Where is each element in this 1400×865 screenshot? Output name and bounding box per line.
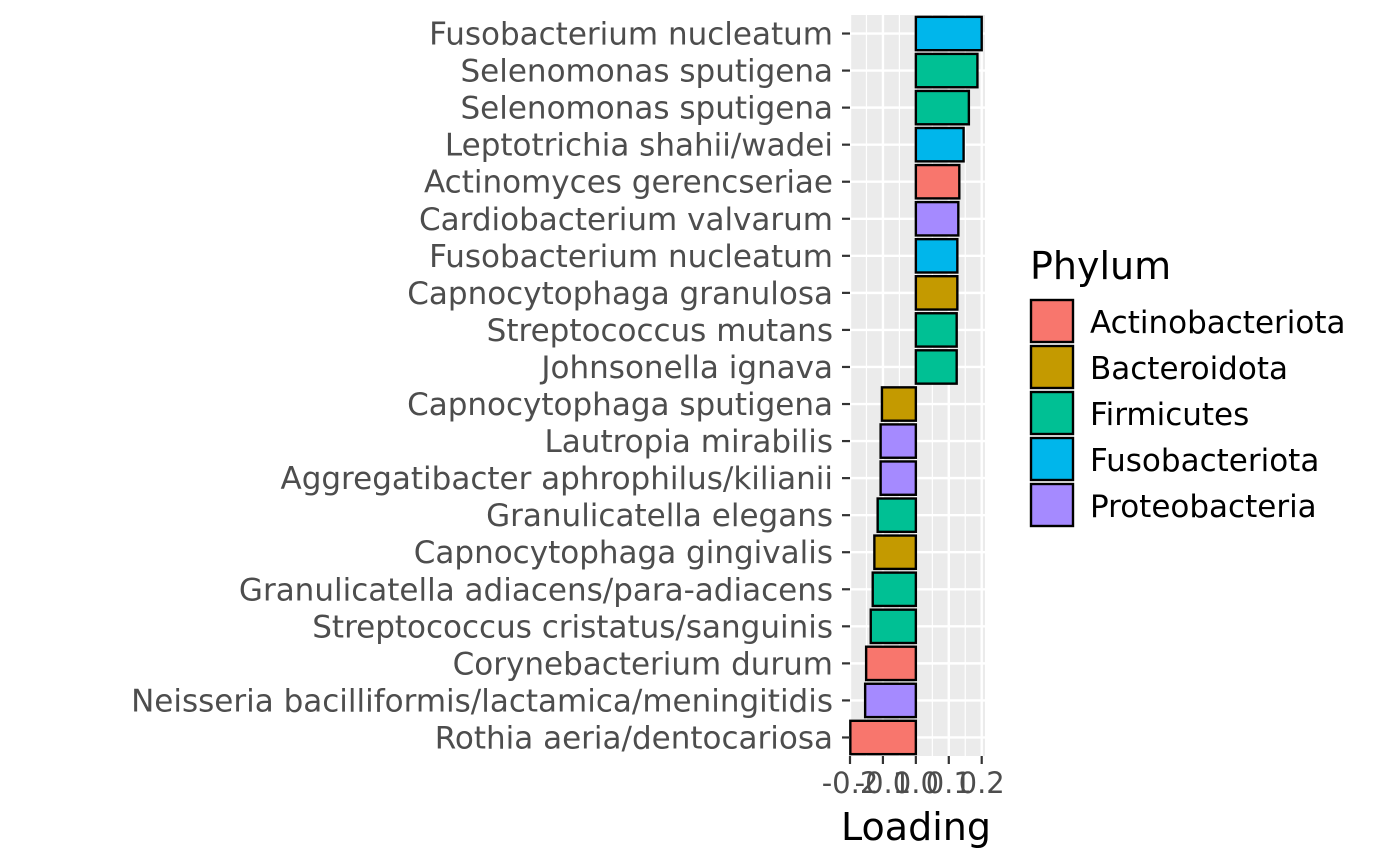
bar	[876, 497, 918, 534]
x-tick-label: 0.1	[926, 766, 972, 800]
bar	[914, 52, 979, 89]
y-tick-label: Streptococcus cristatus/sanguinis	[312, 609, 833, 645]
y-tick-label: Leptotrichia shahii/wadei	[445, 128, 833, 164]
x-tick-label: -0.1	[855, 766, 912, 800]
bar	[879, 460, 918, 496]
legend-swatch	[1029, 344, 1075, 390]
y-tick-label: Granulicatella adiacens/para-adiacens	[239, 572, 833, 608]
bar	[849, 719, 918, 756]
legend-label: Fusobacteriota	[1090, 443, 1319, 479]
bar	[914, 89, 971, 126]
y-tick-label: Capnocytophaga sputigena	[407, 387, 833, 423]
x-tick-label: -0.2	[822, 766, 879, 800]
y-tick-label: Fusobacterium nucleatum	[429, 17, 833, 53]
bar	[880, 386, 918, 422]
bar	[879, 423, 918, 459]
legend-title: Phylum	[1030, 244, 1171, 288]
x-tick-label: 0.2	[959, 766, 1005, 800]
bar	[864, 645, 918, 682]
bar	[873, 534, 918, 571]
legend-swatch	[1029, 482, 1075, 528]
y-tick-label: Fusobacterium nucleatum	[429, 239, 833, 275]
legend: Phylum Actinobacteriota Bacteroidota Firmic…	[1029, 244, 1346, 528]
y-tick-label: Lautropia mirabilis	[545, 424, 833, 460]
x-tick-label: 0.0	[893, 766, 939, 800]
bar	[914, 200, 960, 237]
bar	[914, 275, 959, 311]
y-tick-label: Corynebacterium durum	[453, 646, 833, 682]
bar	[914, 312, 958, 348]
bar	[914, 163, 961, 200]
y-tick-label: Capnocytophaga gingivalis	[414, 535, 833, 571]
y-tick-label: Cardiobacterium valvarum	[419, 202, 833, 238]
legend-swatch	[1029, 298, 1075, 344]
x-axis: -0.2-0.10.00.10.2	[822, 756, 1005, 800]
y-tick-label: Neisseria bacilliformis/lactamica/mening…	[131, 683, 833, 719]
y-tick-label: Selenomonas sputigena	[461, 54, 834, 90]
legend-label: Firmicutes	[1090, 397, 1249, 433]
y-tick-label: Granulicatella elegans	[486, 498, 833, 534]
bar	[869, 608, 918, 645]
bar	[914, 15, 983, 52]
y-tick-label: Johnsonella ignava	[539, 350, 833, 386]
legend-label: Actinobacteriota	[1090, 305, 1346, 341]
bar	[871, 571, 918, 608]
bar	[863, 682, 918, 719]
y-tick-label: Streptococcus mutans	[487, 313, 833, 349]
y-tick-label: Capnocytophaga granulosa	[407, 276, 833, 312]
legend-swatch	[1029, 436, 1075, 482]
x-axis-title: Loading	[841, 805, 991, 849]
bar	[914, 126, 965, 163]
legend-swatch	[1029, 390, 1075, 436]
y-tick-label: Rothia aeria/dentocariosa	[435, 720, 833, 756]
legend-label: Bacteroidota	[1090, 351, 1288, 387]
bar	[914, 349, 958, 385]
y-tick-label: Aggregatibacter aphrophilus/kilianii	[281, 461, 834, 497]
y-tick-label: Actinomyces gerencseriae	[424, 165, 833, 201]
legend-label: Proteobacteria	[1090, 489, 1317, 525]
bar	[914, 237, 959, 274]
y-tick-label: Selenomonas sputigena	[461, 91, 834, 127]
bars	[849, 15, 983, 756]
